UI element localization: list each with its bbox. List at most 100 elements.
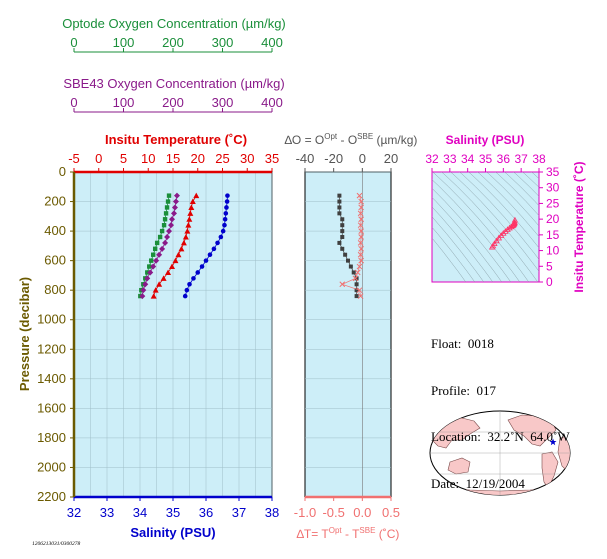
density-contour [504, 172, 539, 207]
optode-oxygen-point [149, 258, 154, 263]
sbe43-oxygen-point [162, 239, 169, 246]
pressure-tick-label: 1600 [37, 400, 66, 415]
ts-point [498, 232, 505, 238]
delta-t-point [357, 240, 364, 246]
optode-oxygen-point [152, 246, 158, 252]
delta-o-axis-label: ∆O = OOpt - OSBE (µm/kg) [285, 132, 418, 147]
delta-t-point [357, 210, 364, 217]
float-number: Float: 0018 [431, 336, 494, 351]
sbe43-oxygen-point [166, 228, 173, 235]
delta-t-point [339, 281, 346, 288]
footer-id: 1206213031/0300278 [32, 541, 81, 547]
density-contour [495, 172, 539, 216]
optode-oxygen-point [159, 228, 165, 234]
optode-oxygen-tick-label: 300 [212, 35, 234, 50]
density-contour [459, 172, 539, 260]
temperature-point [189, 198, 196, 205]
delta-t-point [358, 216, 365, 223]
sbe43-oxygen-point [159, 245, 166, 252]
density-contour [522, 172, 539, 188]
ts-temperature-tick-label: 10 [546, 244, 560, 258]
density-contour [432, 237, 467, 282]
temperature-tick-label: 5 [120, 151, 127, 166]
sbe43-oxygen-point [156, 251, 163, 258]
delta-o-point [340, 246, 345, 251]
sbe43-oxygen-point [173, 192, 180, 199]
optode-oxygen-label: Optode Oxygen Concentration (µm/kg) [62, 16, 286, 31]
pressure-axis-label: Pressure (decibar) [17, 277, 32, 391]
ts-salinity-tick-label: 34 [461, 152, 475, 166]
density-contour [441, 172, 539, 282]
sbe43-oxygen-tick-label: 100 [113, 95, 135, 110]
ts-panel: Salinity (PSU) 32 33 34 35 36 37 38 0 510 15 20 25… [425, 133, 586, 293]
optode-oxygen-point [161, 222, 167, 228]
ts-plot-area [431, 171, 540, 283]
temperature-point [169, 263, 176, 270]
density-contour [486, 172, 539, 227]
temperature-point [172, 257, 179, 264]
salinity-point [224, 205, 229, 210]
ts-salinity-tick-label: 38 [532, 152, 546, 166]
sbe43-oxygen-point [142, 281, 149, 288]
delta-t-point [354, 269, 361, 276]
ts-temperature-tick-label: 5 [546, 259, 553, 273]
delta-t-point [358, 198, 365, 205]
temperature-point [184, 228, 191, 234]
delta-o-point [354, 288, 359, 293]
temperature-tick-label: -5 [68, 151, 80, 166]
temperature-axis-label: Insitu Temperature (˚C) [105, 132, 247, 147]
delta-o-point [340, 235, 345, 239]
salinity-tick-label: 34 [133, 505, 147, 520]
density-contour [450, 172, 539, 272]
salinity-point [215, 240, 220, 246]
temperature-point [180, 239, 187, 246]
delta-t-point [358, 245, 365, 252]
pressure-tick-label: 600 [44, 253, 66, 268]
sbe43-oxygen-point [172, 198, 179, 205]
density-contour [432, 179, 521, 282]
density-contour [432, 216, 485, 282]
delta-t-axis-label: ∆T= TOpt - TSBE (˚C) [297, 526, 400, 541]
world-map [429, 410, 571, 496]
temperature-tick-label: 25 [215, 151, 229, 166]
ts-point [504, 226, 511, 232]
delta-o-point [337, 205, 342, 210]
optode-oxygen-tick-label: 400 [261, 35, 283, 50]
float-location: Location: 32.2˚N 64.0˚W [431, 429, 570, 444]
salinity-tick-label: 32 [67, 505, 81, 520]
density-contour [432, 206, 494, 282]
sbe43-oxygen-point [168, 222, 175, 229]
sbe43-oxygen-tick-label: 400 [261, 95, 283, 110]
salinity-tick-label: 36 [199, 505, 213, 520]
pressure-tick-label: 200 [44, 194, 66, 209]
temperature-point [152, 287, 159, 293]
sbe43-oxygen-point [170, 210, 177, 217]
delta-t-point [358, 234, 365, 240]
sbe43-oxygen-point [171, 204, 178, 211]
salinity-point [222, 216, 228, 222]
temperature-axis: Insitu Temperature (˚C) -5 0 5 10 15 20 25 30 35 [68, 132, 279, 172]
delta-o-point [337, 240, 342, 245]
delta-o-point [354, 276, 359, 281]
temperature-tick-label: 0 [95, 151, 102, 166]
temperature-point [186, 216, 193, 222]
ts-salinity-tick-label: 37 [514, 152, 528, 166]
delta-o-point [351, 270, 356, 275]
salinity-axis-label: Salinity (PSU) [130, 525, 215, 540]
ts-temperature-tick-label: 25 [546, 196, 560, 210]
ts-temperature-tick-label: 35 [546, 165, 560, 179]
salinity-point [222, 222, 227, 228]
delta-t-point [358, 257, 365, 264]
optode-oxygen-point [164, 205, 170, 210]
sbe43-oxygen-tick-label: 200 [162, 95, 184, 110]
optode-oxygen-tick-label: 0 [70, 35, 77, 50]
pressure-tick-label: 2200 [37, 489, 66, 504]
delta-t-point [352, 275, 359, 282]
delta-o-point [340, 217, 345, 222]
optode-oxygen-point [151, 252, 156, 257]
optode-oxygen-tick-label: 200 [162, 35, 184, 50]
pressure-tick-label: 1000 [37, 312, 66, 327]
density-contour [531, 172, 539, 179]
salinity-point [207, 252, 213, 258]
